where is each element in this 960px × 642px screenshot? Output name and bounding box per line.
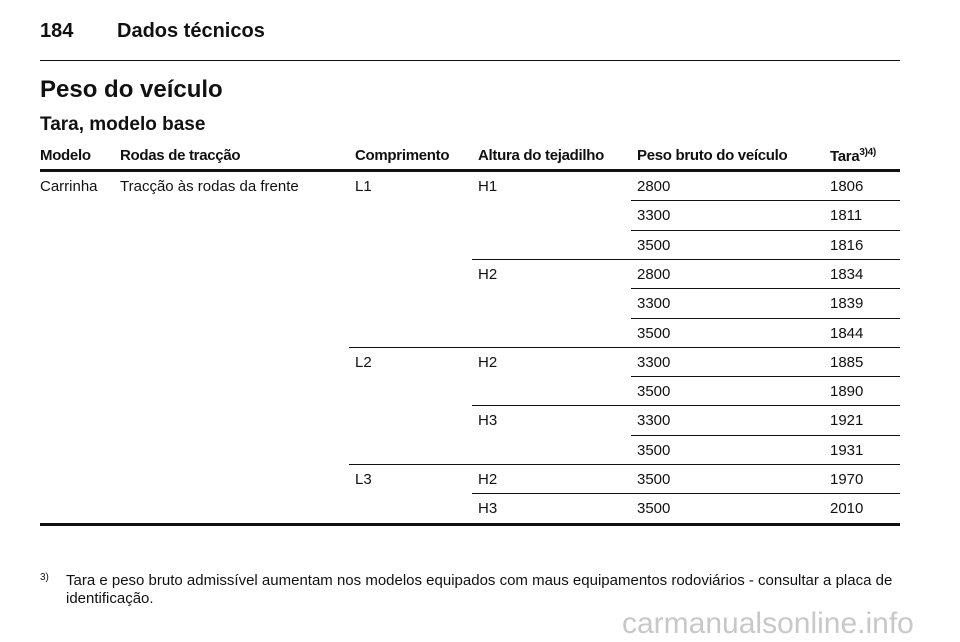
cell: 1970 — [830, 471, 864, 488]
row-rule — [472, 258, 900, 260]
cell: H1 — [478, 178, 498, 195]
subtitle: Tara, modelo base — [40, 114, 206, 135]
cell: 1890 — [830, 383, 864, 401]
cell: 1921 — [830, 412, 864, 430]
row-rule — [349, 464, 900, 465]
cell: 1816 — [830, 236, 864, 254]
header-rule — [40, 60, 900, 61]
cell: 3500 — [637, 471, 671, 488]
cell: 3500 — [637, 441, 671, 459]
cell: 3500 — [637, 236, 671, 254]
column-header: Rodas de tracção — [120, 147, 241, 164]
watermark: carmanualsonline.info — [622, 607, 914, 640]
column-header: Peso bruto do veículo — [637, 147, 788, 164]
cell: 3500 — [637, 324, 671, 342]
cell: Carrinha — [40, 178, 98, 195]
bottom-rule — [40, 522, 900, 526]
cell: 3300 — [637, 207, 671, 225]
column-header: Comprimento — [355, 147, 450, 164]
cell: Tracção às rodas da frente — [120, 178, 299, 195]
cell: 3300 — [637, 353, 671, 371]
column-header: Modelo — [40, 147, 91, 164]
cell: 1834 — [830, 265, 864, 283]
cell: 1844 — [830, 324, 864, 342]
cell: H2 — [478, 265, 498, 283]
cell: 1931 — [830, 441, 864, 459]
row-rule — [631, 434, 900, 436]
cell: H3 — [478, 412, 498, 430]
row-rule — [472, 493, 900, 495]
section-title: Dados técnicos — [117, 20, 265, 42]
row-rule — [631, 376, 900, 378]
footnote-text: Tara e peso bruto admissível aumentam no… — [66, 572, 893, 607]
row-rule — [349, 346, 900, 348]
cell: 2800 — [637, 178, 671, 195]
row-rule — [631, 288, 900, 290]
column-header: Tara3)4) — [830, 147, 876, 165]
row-rule — [472, 405, 900, 407]
cell: H2 — [478, 353, 498, 371]
cell: 2800 — [637, 265, 671, 283]
cell: L1 — [355, 178, 372, 195]
cell: 1839 — [830, 295, 864, 313]
cell: L3 — [355, 471, 372, 488]
cell: H2 — [478, 471, 498, 488]
cell: 2010 — [830, 500, 864, 518]
column-header: Altura do tejadilho — [478, 147, 604, 164]
cell: H3 — [478, 500, 498, 518]
cell: 3500 — [637, 383, 671, 401]
cell: 1885 — [830, 353, 864, 371]
cell: 3500 — [637, 500, 671, 518]
title: Peso do veículo — [40, 76, 223, 103]
cell: L2 — [355, 353, 372, 371]
cell: 3300 — [637, 295, 671, 313]
cell: 1811 — [830, 207, 863, 225]
page-number: 184 — [40, 20, 74, 42]
row-rule — [631, 317, 900, 319]
header-rule — [40, 169, 900, 172]
column-note: 3)4) — [859, 147, 876, 158]
row-rule — [631, 229, 900, 231]
row-rule — [631, 200, 900, 202]
cell: 3300 — [637, 412, 671, 430]
footnote-marker: 3) — [40, 572, 49, 583]
cell: 1806 — [830, 178, 864, 195]
